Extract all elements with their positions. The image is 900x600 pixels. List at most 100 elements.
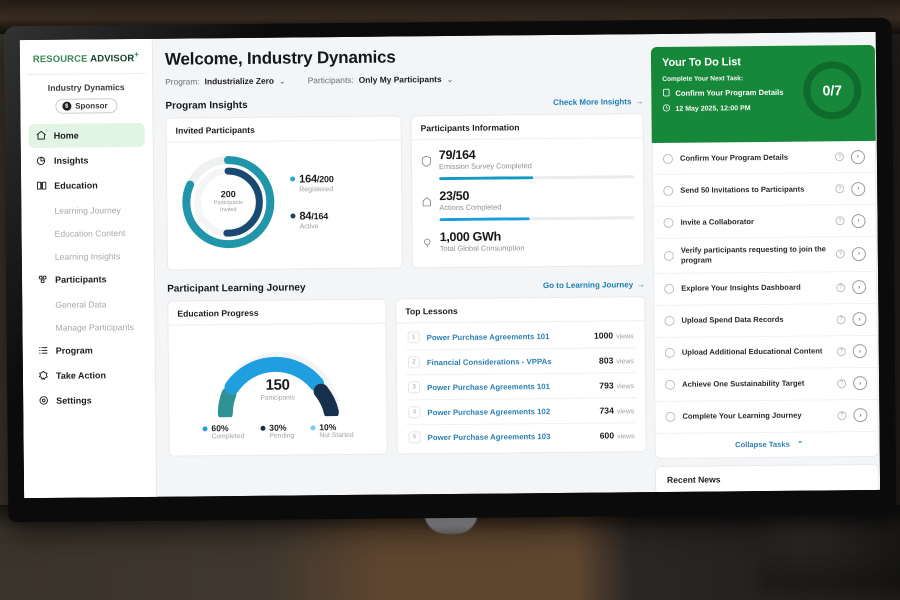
todo-item[interactable]: Send 50 Invitations to Participants ? › xyxy=(653,172,876,208)
lesson-row[interactable]: 4 Power Purchase Agreements 102 734 views xyxy=(406,398,637,426)
legend-value-pending: 30% xyxy=(269,422,287,433)
lesson-name[interactable]: Power Purchase Agreements 101 xyxy=(427,381,550,392)
lesson-views: 803 views xyxy=(598,355,634,366)
checkbox-icon[interactable] xyxy=(664,348,675,359)
monitor-frame: RESOURCE ADVISOR+ Industry Dynamics $ Sp… xyxy=(3,17,897,523)
info-value: 79/164 xyxy=(438,147,476,163)
chevron-right-icon[interactable]: › xyxy=(852,280,867,295)
sponsor-badge-wrap: $ Sponsor xyxy=(20,98,152,114)
check-more-insights-link[interactable]: Check More Insights → xyxy=(553,97,643,107)
help-icon[interactable]: ? xyxy=(836,282,846,293)
participants-filter-value: Only My Participants xyxy=(358,74,442,85)
gauge-legend-not-started: 10% Not Started xyxy=(310,422,354,439)
help-icon[interactable]: ? xyxy=(836,346,846,357)
sidebar-item-settings[interactable]: Settings xyxy=(31,388,147,413)
chevron-right-icon[interactable]: › xyxy=(851,181,866,196)
lesson-rank: 1 xyxy=(407,331,420,344)
chevron-right-icon[interactable]: › xyxy=(853,376,868,391)
lesson-row[interactable]: 5 Power Purchase Agreements 103 600 views xyxy=(406,423,636,449)
help-icon[interactable]: ? xyxy=(835,249,845,259)
chevron-right-icon[interactable]: › xyxy=(852,344,867,359)
sidebar-nav: Home Insights Education xyxy=(21,123,156,413)
gauge-center-caption: Participants xyxy=(260,394,295,402)
checkbox-icon[interactable] xyxy=(663,217,674,228)
chevron-right-icon[interactable]: › xyxy=(850,149,865,164)
participants-icon xyxy=(37,274,48,287)
todo-next-task[interactable]: Confirm Your Program Details xyxy=(662,86,864,99)
participants-filter[interactable]: Participants: Only My Participants ⌄ xyxy=(308,74,454,85)
checkbox-icon[interactable] xyxy=(662,153,673,164)
legend-label-registered: Registered xyxy=(299,185,334,193)
recent-news-card[interactable]: Recent News xyxy=(654,463,880,495)
help-icon[interactable]: ? xyxy=(836,314,846,325)
help-icon[interactable]: ? xyxy=(834,152,844,162)
sidebar-item-home[interactable]: Home xyxy=(28,123,145,149)
lesson-name[interactable]: Power Purchase Agreements 103 xyxy=(427,431,551,442)
chevron-right-icon[interactable]: › xyxy=(851,213,866,228)
lesson-row[interactable]: 2 Financial Considerations - VPPAs 803 vi… xyxy=(405,348,636,376)
todo-item[interactable]: Confirm Your Program Details ? › xyxy=(652,140,876,176)
checkbox-icon[interactable] xyxy=(664,284,675,295)
legend-value-registered: 164/200 xyxy=(299,172,334,185)
sidebar-item-learning-journey[interactable]: Learning Journey xyxy=(29,198,145,222)
recent-news-title: Recent News xyxy=(666,474,721,485)
checkbox-icon[interactable] xyxy=(665,412,676,423)
card-body: 200 Participants Invited xyxy=(167,140,402,263)
help-icon[interactable]: ? xyxy=(837,410,847,421)
card-title: Top Lessons xyxy=(396,297,645,324)
todo-item[interactable]: Verify participants requesting to join t… xyxy=(653,236,877,274)
sidebar-item-learning-insights[interactable]: Learning Insights xyxy=(30,244,146,268)
chevron-right-icon[interactable]: › xyxy=(852,312,867,327)
clock-icon xyxy=(662,104,671,114)
legend-value-not-started: 10% xyxy=(319,422,337,433)
sidebar-item-participants[interactable]: Participants xyxy=(30,267,146,292)
lesson-name[interactable]: Power Purchase Agreements 101 xyxy=(426,331,550,342)
participants-information-card: Participants Information 79/164 E xyxy=(410,113,645,269)
todo-item[interactable]: Upload Additional Educational Content ? … xyxy=(654,335,877,370)
program-filter-label: Program: xyxy=(165,76,200,87)
go-to-learning-journey-link[interactable]: Go to Learning Journey → xyxy=(543,280,645,290)
info-row-actions-completed: 23/50 Actions Completed xyxy=(421,187,634,213)
donut-center-label: 200 Participants Invited xyxy=(176,150,281,255)
chevron-right-icon[interactable]: › xyxy=(851,246,866,262)
lesson-row[interactable]: 3 Power Purchase Agreements 101 793 views xyxy=(406,373,637,401)
sponsor-badge[interactable]: $ Sponsor xyxy=(55,98,118,114)
sidebar-item-program[interactable]: Program xyxy=(31,338,147,363)
clipboard-icon xyxy=(662,88,670,99)
todo-item[interactable]: Upload Spend Data Records ? › xyxy=(654,303,877,338)
todo-item[interactable]: Achieve One Sustainability Target ? › xyxy=(654,367,878,402)
sidebar-item-insights[interactable]: Insights xyxy=(29,148,145,173)
todo-item-label: Upload Spend Data Records xyxy=(681,315,784,326)
sidebar-item-general-data[interactable]: General Data xyxy=(30,292,146,316)
help-icon[interactable]: ? xyxy=(835,184,845,194)
help-icon[interactable]: ? xyxy=(835,216,845,226)
checkbox-icon[interactable] xyxy=(664,316,675,327)
checkbox-icon[interactable] xyxy=(663,185,674,196)
lesson-row[interactable]: 1 Power Purchase Agreements 101 1000 view… xyxy=(405,323,636,351)
invited-donut-chart: 200 Participants Invited xyxy=(176,150,281,255)
checkbox-icon[interactable] xyxy=(663,250,674,261)
legend-value-active: 84/164 xyxy=(299,209,329,222)
sidebar-org-name: Industry Dynamics xyxy=(47,82,125,94)
lesson-name[interactable]: Power Purchase Agreements 102 xyxy=(427,406,551,417)
todo-due-date: 12 May 2025, 12:00 PM xyxy=(662,102,864,114)
progress-bar-emission-survey xyxy=(439,175,635,181)
todo-item[interactable]: Explore Your Insights Dashboard ? › xyxy=(654,271,877,306)
sidebar-item-education[interactable]: Education xyxy=(29,173,145,198)
checkbox-icon[interactable] xyxy=(665,380,676,391)
collapse-tasks-button[interactable]: Collapse Tasks ⌃ xyxy=(656,432,878,458)
todo-item-label: Explore Your Insights Dashboard xyxy=(681,282,801,294)
sidebar-item-education-content[interactable]: Education Content xyxy=(30,221,146,245)
todo-header: Your To Do List Complete Your Next Task:… xyxy=(650,44,876,144)
program-filter[interactable]: Program: Industrialize Zero ⌄ xyxy=(165,76,286,87)
chevron-right-icon[interactable]: › xyxy=(853,408,868,423)
app-logo[interactable]: RESOURCE ADVISOR+ xyxy=(25,47,147,76)
sidebar-item-manage-participants[interactable]: Manage Participants xyxy=(30,315,146,339)
todo-item[interactable]: Invite a Collaborator ? › xyxy=(653,204,876,240)
card-title: Education Progress xyxy=(168,299,386,326)
todo-item[interactable]: Complete Your Learning Journey ? › xyxy=(655,399,878,434)
sidebar-item-take-action[interactable]: Take Action xyxy=(31,363,147,388)
lesson-name[interactable]: Financial Considerations - VPPAs xyxy=(426,356,552,367)
help-icon[interactable]: ? xyxy=(837,378,847,389)
